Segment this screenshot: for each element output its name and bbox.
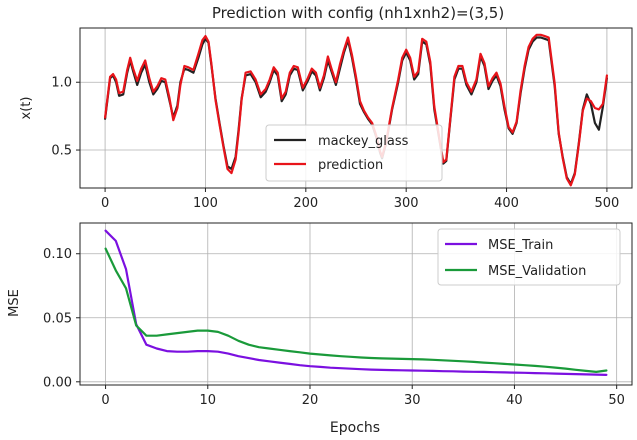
bottom-plot-frame — [79, 222, 633, 386]
legend-label-mse-validation: MSE_Validation — [488, 264, 586, 279]
top-chart-title: Prediction with config (nh1xnh2)=(3,5) — [212, 4, 504, 22]
top-y-tick-label: 0.5 — [51, 144, 72, 159]
bottom-x-tick-label: 0 — [101, 393, 109, 408]
top-x-tick-label: 500 — [594, 196, 619, 211]
bottom-chart: 0 10 20 30 40 50 0.00 0.05 0.10 MSE Epochs MSE_T… — [7, 222, 633, 436]
top-ticks: 0 100 200 300 400 500 0.5 1.0 — [51, 76, 619, 211]
bottom-legend: MSE_Train MSE_Validation — [437, 228, 621, 286]
bottom-y-tick-label: 0.05 — [43, 311, 72, 326]
series-line-mse-train — [104, 229, 608, 376]
bottom-x-axis-label: Epochs — [330, 420, 380, 436]
top-plot-frame — [79, 27, 633, 189]
bottom-x-tick-label: 50 — [608, 393, 625, 408]
series-line-mse-validation — [104, 247, 608, 373]
bottom-x-tick-label: 40 — [506, 393, 523, 408]
bottom-y-tick-label: 0.10 — [43, 247, 72, 262]
top-y-tick-label: 1.0 — [51, 76, 72, 91]
bottom-x-tick-label: 30 — [404, 393, 421, 408]
top-x-tick-label: 100 — [193, 196, 218, 211]
top-x-tick-label: 200 — [293, 196, 318, 211]
bottom-y-tick-label: 0.00 — [43, 375, 72, 390]
legend-label-prediction: prediction — [318, 158, 383, 173]
bottom-ticks: 0 10 20 30 40 50 0.00 0.05 0.10 — [43, 247, 625, 408]
top-series — [103, 33, 609, 187]
top-x-tick-label: 300 — [394, 196, 419, 211]
bottom-y-axis-label: MSE — [7, 289, 22, 317]
bottom-x-tick-label: 10 — [200, 393, 217, 408]
bottom-series — [104, 229, 608, 376]
top-x-tick-label: 0 — [101, 196, 109, 211]
bottom-x-tick-label: 20 — [302, 393, 319, 408]
legend-label-mackey-glass: mackey_glass — [318, 134, 409, 149]
top-x-tick-label: 400 — [494, 196, 519, 211]
top-y-axis-label: x(t) — [19, 97, 34, 120]
top-legend-box — [265, 124, 443, 182]
series-line-prediction — [103, 33, 609, 187]
top-legend: mackey_glass prediction — [265, 124, 443, 182]
bottom-legend-box — [437, 228, 621, 286]
legend-label-mse-train: MSE_Train — [488, 238, 553, 253]
top-chart: Prediction with config (nh1xnh2)=(3,5) 0… — [19, 4, 633, 211]
